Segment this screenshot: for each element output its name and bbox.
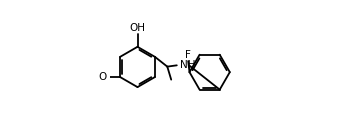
Text: OH: OH: [130, 23, 145, 33]
Text: O: O: [99, 72, 107, 82]
Text: F: F: [185, 50, 191, 60]
Text: NH: NH: [180, 60, 195, 70]
